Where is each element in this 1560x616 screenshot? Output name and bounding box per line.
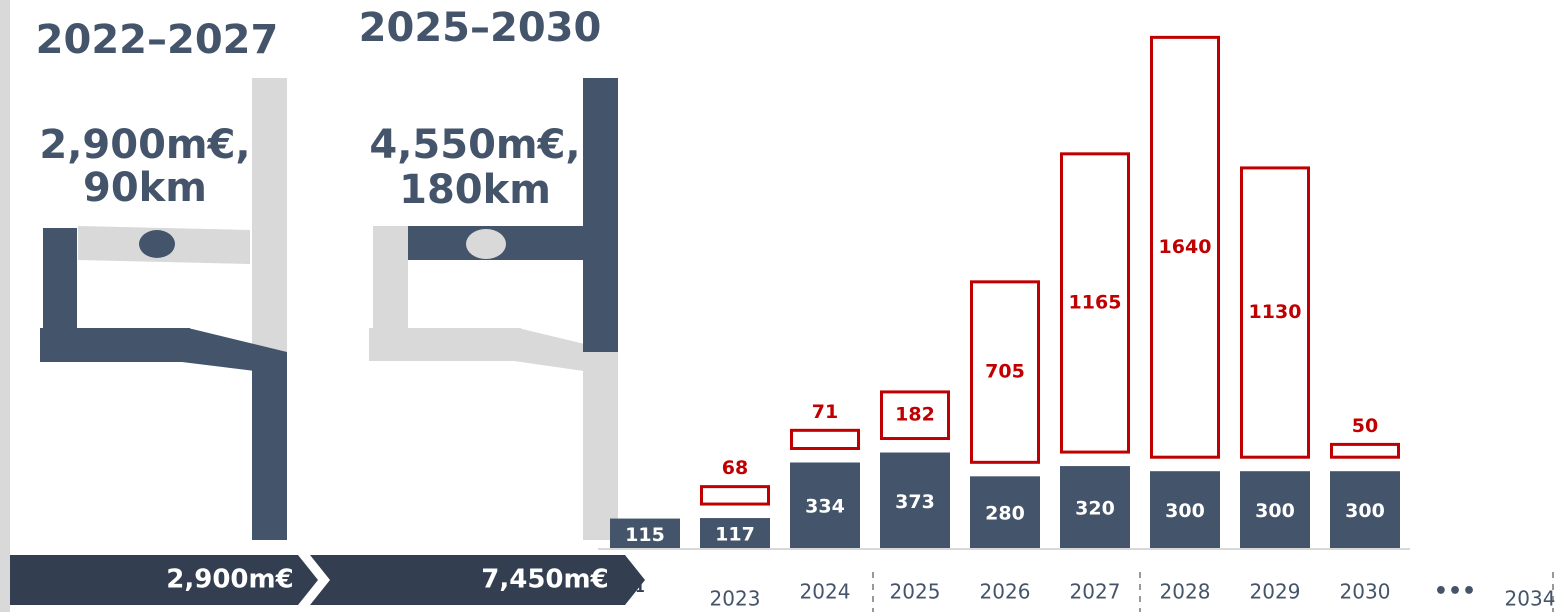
increment-bar [1240, 166, 1310, 459]
increment-bar [1330, 442, 1400, 459]
value-label: 334 [805, 496, 845, 518]
amount: 4,550m€, [369, 122, 580, 168]
value-label: 280 [985, 503, 1025, 525]
length: 180km [399, 167, 551, 213]
timeline-label: 2,900m€ [166, 565, 293, 595]
period: 2022–2027 [36, 17, 279, 63]
value-label: 1130 [1249, 301, 1302, 323]
value-label: 1640 [1159, 236, 1212, 258]
value-label: 300 [1255, 500, 1295, 522]
increment-bar [970, 280, 1040, 464]
base-bar [970, 476, 1040, 548]
base-bar [880, 452, 950, 548]
base-bar [610, 518, 680, 548]
base-bar [1150, 471, 1220, 548]
x-tick-label: 2034 [1505, 587, 1556, 611]
base-bar [700, 518, 770, 548]
base-bar [1060, 466, 1130, 548]
footnote: 1 [635, 580, 645, 596]
value-label: 300 [1345, 500, 1385, 522]
value-label: 300 [1165, 500, 1205, 522]
value-label: 182 [895, 404, 935, 426]
period: 2025–2030 [359, 5, 602, 51]
ellipsis: ••• [1434, 579, 1476, 604]
left-border [0, 0, 10, 612]
base-bar [790, 462, 860, 548]
x-tick-label: 2029 [1250, 580, 1301, 604]
increment-bar [790, 428, 860, 450]
value-label: 705 [985, 361, 1025, 383]
x-tick-label: 2026 [980, 580, 1031, 604]
x-tick-label: 2024 [800, 580, 851, 604]
length: 90km [83, 165, 207, 211]
value-label: 1165 [1069, 291, 1122, 313]
value-label: 71 [812, 401, 838, 423]
increment-bar [1150, 35, 1220, 459]
increment-bar [880, 390, 950, 441]
x-tick-label: 2023 [710, 587, 761, 611]
x-tick-label: 2025 [890, 580, 941, 604]
value-label: 68 [722, 457, 748, 479]
x-tick-label: 2028 [1160, 580, 1211, 604]
value-label: 320 [1075, 498, 1115, 520]
value-label: 50 [1352, 415, 1378, 437]
value-label: 115 [625, 524, 665, 546]
x-tick-label: 2030 [1340, 580, 1391, 604]
increment-bar [700, 485, 770, 506]
timeline-label: 7,450m€ [481, 565, 608, 595]
value-label: 117 [715, 524, 755, 546]
amount: 2,900m€, [39, 122, 250, 168]
network-diagram-2 [369, 78, 618, 540]
increment-bar [1060, 152, 1130, 454]
timeline-segment [310, 555, 645, 605]
base-bar [1330, 471, 1400, 548]
base-bar [1240, 471, 1310, 548]
x-tick-label: 2027 [1070, 580, 1121, 604]
bar-chart: 115 2023 117 68 2024 334 71 2025 373 182 2026 280 70… [610, 35, 1556, 611]
network-diagram-1 [40, 78, 287, 540]
timeline-segment [10, 555, 318, 605]
value-label: 373 [895, 491, 935, 513]
